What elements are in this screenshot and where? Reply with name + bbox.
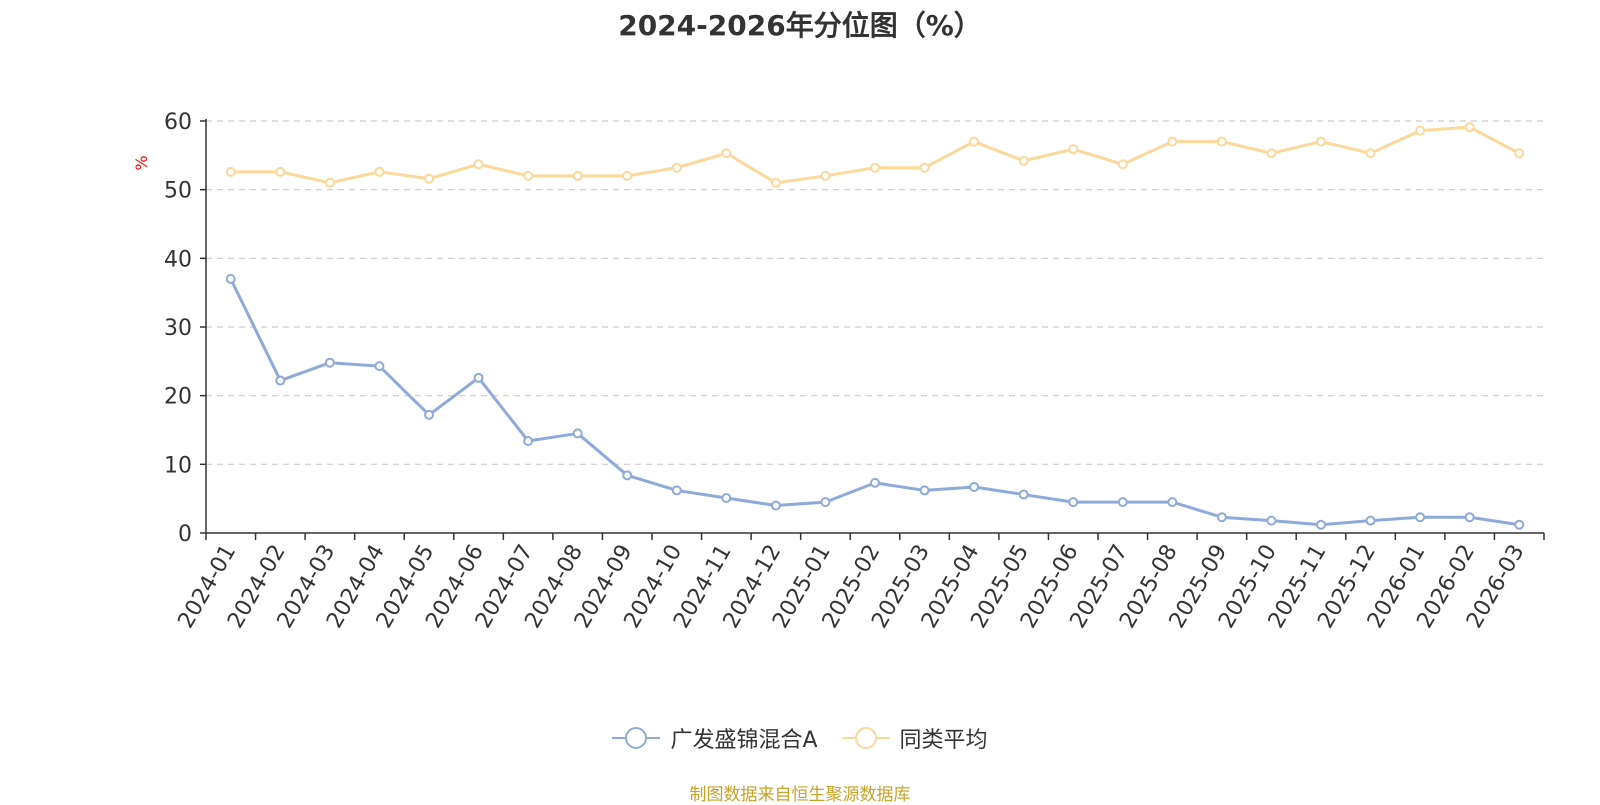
data-point-b [969, 136, 980, 147]
y-tick-label: 10 [164, 453, 192, 478]
legend-item-series-b[interactable]: 同类平均 [841, 722, 988, 754]
data-point-b [572, 170, 583, 181]
data-point-b [1216, 136, 1227, 147]
data-point-a [721, 492, 732, 503]
data-point-b [671, 162, 682, 173]
data-point-b [473, 159, 484, 170]
data-point-b [523, 170, 534, 181]
data-point-a [1068, 497, 1079, 508]
data-point-b [1514, 148, 1525, 159]
data-point-a [1365, 515, 1376, 526]
data-point-a [374, 361, 385, 372]
y-axis-unit-label: % [132, 155, 151, 170]
legend-marker-icon [612, 726, 661, 750]
data-point-b [870, 162, 880, 173]
data-point-b [1415, 125, 1426, 136]
data-point-b [1316, 136, 1326, 147]
data-point-a [1415, 512, 1426, 523]
legend: 广发盛锦混合A 同类平均 [0, 722, 1600, 754]
data-point-b [721, 148, 732, 159]
data-point-b [820, 170, 831, 181]
data-point-b [324, 177, 335, 188]
source-note: 制图数据来自恒生聚源数据库 [689, 785, 911, 805]
data-point-a [572, 428, 583, 439]
data-point-b [275, 166, 286, 177]
data-point-a [473, 372, 484, 383]
data-point-b [622, 170, 633, 181]
data-point-a [1514, 519, 1525, 530]
legend-marker-icon [841, 726, 890, 750]
data-point-a [770, 500, 781, 511]
data-point-a [1216, 512, 1227, 523]
data-point-a [424, 409, 434, 420]
y-tick-label: 0 [178, 522, 192, 547]
data-point-b [1018, 155, 1029, 166]
data-point-a [820, 497, 831, 508]
data-point-a [523, 435, 534, 446]
data-point-b [919, 162, 930, 173]
y-tick-label: 20 [164, 385, 192, 410]
legend-item-series-a[interactable]: 广发盛锦混合A [612, 722, 818, 754]
data-point-a [671, 485, 682, 496]
data-point-b [374, 166, 385, 177]
data-point-b [1464, 122, 1475, 133]
chart-title: 2024-2026年分位图（%） [618, 9, 982, 42]
data-point-b [1266, 148, 1277, 159]
legend-label: 同类平均 [899, 728, 988, 753]
data-point-a [1266, 515, 1277, 526]
y-tick-label: 50 [164, 179, 192, 204]
data-point-a [870, 477, 880, 488]
series-line-b [230, 125, 1520, 185]
legend-label: 广发盛锦混合A [670, 728, 818, 753]
data-point-b [1365, 148, 1376, 159]
data-point-b [770, 177, 781, 188]
y-tick-label: 40 [164, 247, 192, 272]
data-point-b [1117, 159, 1128, 170]
data-point-b [225, 166, 236, 177]
data-point-b [1068, 144, 1079, 155]
data-point-a [1464, 512, 1475, 523]
data-point-b [1167, 136, 1178, 147]
data-point-a [1018, 489, 1029, 500]
data-point-a [324, 357, 335, 368]
data-point-a [622, 470, 633, 481]
y-tick-label: 60 [164, 110, 192, 135]
data-point-a [969, 481, 980, 492]
data-point-b [424, 173, 434, 184]
data-point-a [225, 273, 236, 284]
data-point-a [919, 485, 930, 496]
y-tick-label: 30 [164, 316, 192, 341]
data-point-a [1316, 519, 1326, 530]
series-line-a [229, 278, 1520, 527]
data-point-a [1167, 497, 1178, 508]
data-point-a [1117, 497, 1128, 508]
data-point-a [275, 375, 286, 386]
